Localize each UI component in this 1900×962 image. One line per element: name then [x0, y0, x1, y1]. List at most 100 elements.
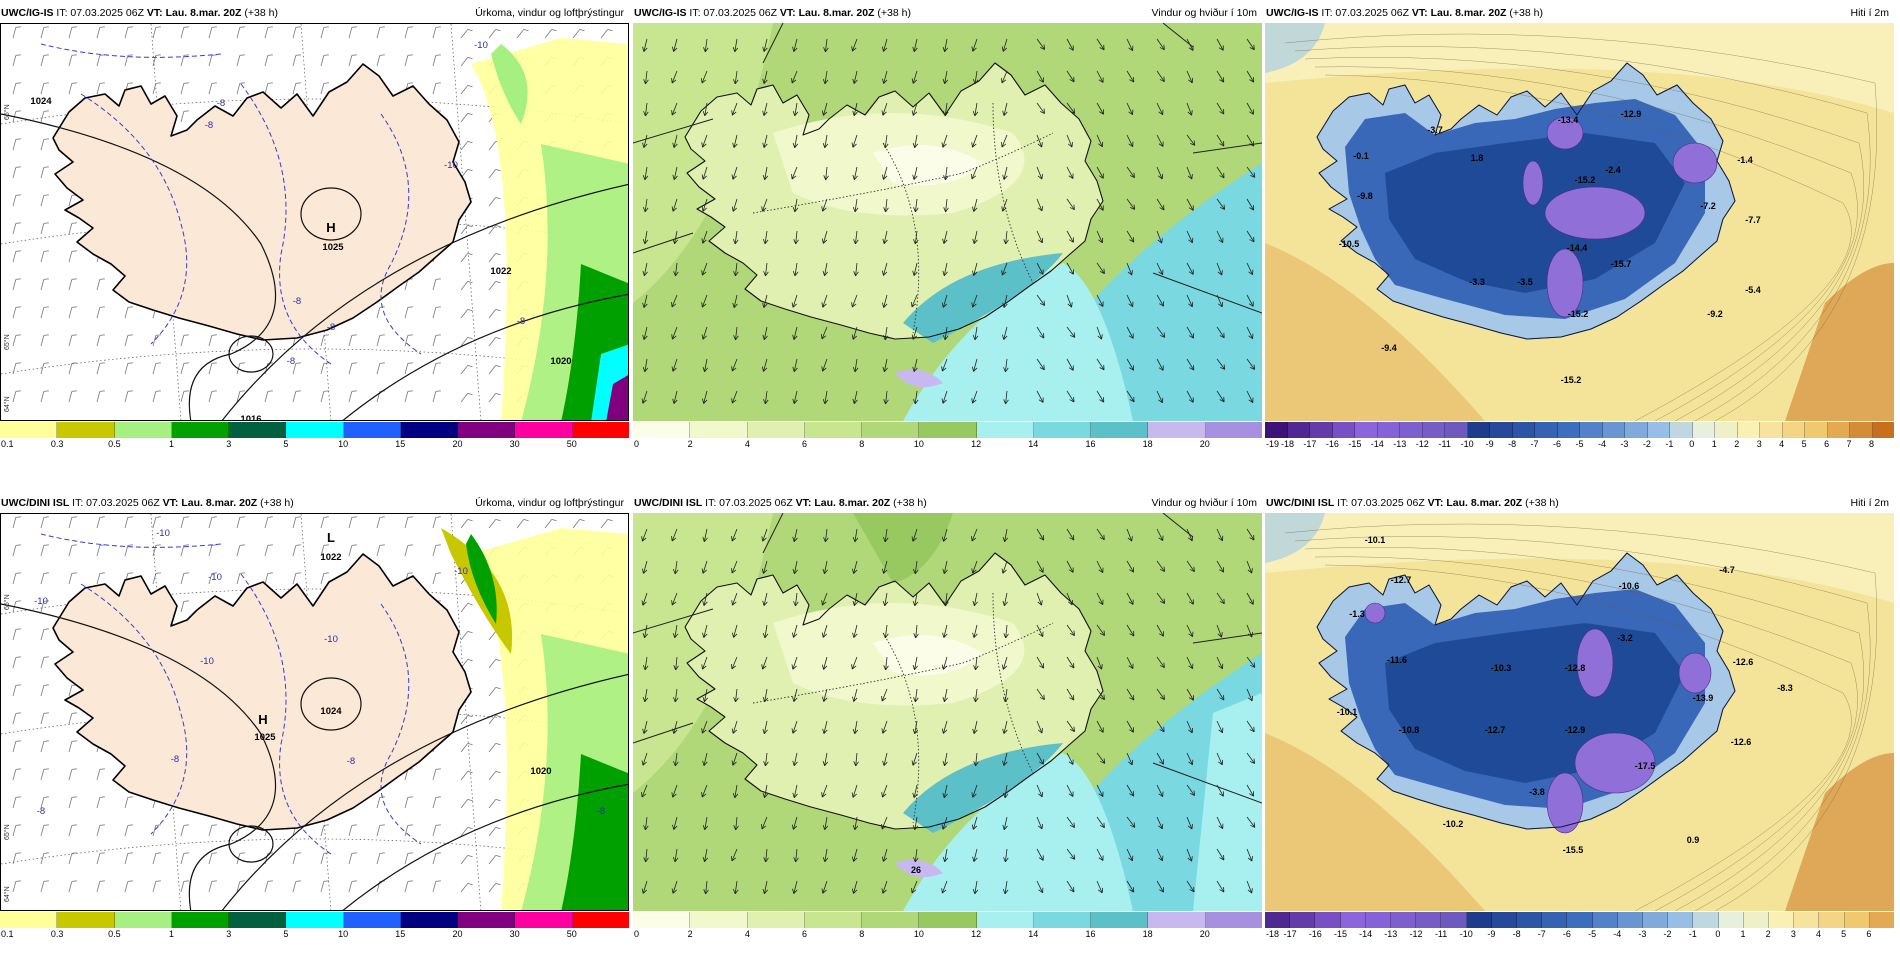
legend-tick: -12: [1416, 439, 1429, 449]
temperature-label: -12.6: [1733, 657, 1754, 667]
temperature-label: 0.9: [1687, 835, 1700, 845]
legend-swatch: [805, 422, 862, 438]
legend-swatch: [1850, 422, 1873, 438]
legend-tick: -1: [1689, 929, 1697, 939]
color-legend: [1265, 422, 1894, 438]
legend-tick: 0: [634, 929, 639, 939]
legend-tick: 20: [1200, 929, 1210, 939]
legend-swatch: [977, 422, 1034, 438]
legend-swatch: [172, 912, 229, 928]
legend-tick: 12: [971, 439, 981, 449]
map-temp: -3.7-0.1-9.8-10.5-3.3-3.5-9.4-13.4-12.9-…: [1265, 23, 1894, 421]
legend-tick: 7: [1847, 439, 1852, 449]
lead-time: (+38 h): [1509, 7, 1543, 19]
temperature-label: -4.7: [1719, 565, 1735, 575]
legend-swatch: [1760, 422, 1783, 438]
temperature-label: -12.7: [1391, 575, 1412, 585]
legend-tick: -9: [1486, 439, 1494, 449]
map-panel-precip-ig-is: UWC/IG-IS IT: 07.03.2025 06Z VT: Lau. 8.…: [0, 4, 629, 472]
map-wind: 26: [633, 513, 1262, 911]
legend-tick: 6: [802, 439, 807, 449]
legend-swatch: [1625, 422, 1648, 438]
panel-title: Vindur og hviður í 10m: [1152, 494, 1257, 512]
latitude-label: 66°N: [3, 594, 11, 610]
valid-time: VT: Lau. 8.mar. 20Z: [780, 7, 875, 19]
legend-tick: -15: [1334, 929, 1347, 939]
init-time: IT: 07.03.2025 06Z: [1337, 497, 1425, 509]
temp-field-coldest: [1365, 603, 1385, 623]
legend-tick: 10: [338, 439, 348, 449]
panel-header: UWC/IG-IS IT: 07.03.2025 06Z VT: Lau. 8.…: [1, 4, 628, 22]
lead-time: (+38 h): [893, 497, 927, 509]
legend-tick: 50: [567, 929, 577, 939]
legend-tick: 20: [1200, 439, 1210, 449]
legend-swatch: [1580, 422, 1603, 438]
legend-tick: 50: [567, 439, 577, 449]
isotherm-label: -8: [217, 98, 225, 109]
legend-tick: 20: [452, 929, 462, 939]
isobar-label: 1020: [550, 356, 571, 367]
legend-tick: -14: [1359, 929, 1372, 939]
legend-tick: 4: [745, 439, 750, 449]
temp-field-coldest: [1545, 187, 1645, 239]
temperature-label: -15.2: [1575, 175, 1596, 185]
isotherm-label: -10: [454, 566, 468, 577]
legend-swatch: [229, 912, 286, 928]
legend-swatch: [1091, 912, 1148, 928]
temperature-label: -10.3: [1491, 663, 1512, 673]
legend-swatch: [573, 912, 629, 928]
legend-tick: 10: [914, 439, 924, 449]
legend-tick: -7: [1531, 439, 1539, 449]
legend-swatch: [1643, 912, 1668, 928]
temperature-label: -15.5: [1563, 845, 1584, 855]
legend-swatch: [1034, 422, 1091, 438]
isotherm-label: -8: [293, 296, 301, 307]
legend-swatch: [286, 912, 343, 928]
legend-swatch: [1333, 422, 1356, 438]
panel-header: UWC/DINI ISL IT: 07.03.2025 06Z VT: Lau.…: [1, 494, 628, 512]
legend-swatch: [633, 422, 690, 438]
legend-swatch: [1366, 912, 1391, 928]
legend-tick: 2: [688, 439, 693, 449]
legend-swatch: [115, 912, 172, 928]
legend-tick: 0: [1715, 929, 1720, 939]
temperature-label: -5.4: [1745, 285, 1761, 295]
legend-tick: -2: [1643, 439, 1651, 449]
legend-swatch: [1603, 422, 1626, 438]
legend-tick: 3: [226, 929, 231, 939]
legend-tick: -5: [1575, 439, 1583, 449]
legend-swatch: [1769, 912, 1794, 928]
legend-swatch: [1719, 912, 1744, 928]
legend-tick: 15: [395, 439, 405, 449]
temperature-label: -3.3: [1469, 277, 1485, 287]
legend-swatch: [344, 422, 401, 438]
legend-tick: 6: [1824, 439, 1829, 449]
temperature-label: -12.9: [1565, 725, 1586, 735]
isotherm-label: -10: [474, 40, 488, 51]
isobar-label: 1020: [530, 766, 551, 777]
panel-title: Úrkoma, vindur og loftþrýstingur: [475, 494, 624, 512]
legend-swatch: [1400, 422, 1423, 438]
map-precip: -10-10-10-10-10-10-8-8-8-810241020L1022H…: [1, 514, 629, 911]
map-wind: [633, 23, 1262, 421]
legend-tick: -16: [1309, 929, 1322, 939]
legend-tick: 10: [914, 929, 924, 939]
temperature-label: -3.7: [1427, 125, 1443, 135]
legend-tick: 5: [1841, 929, 1846, 939]
temp-field-coldest: [1679, 653, 1711, 693]
legend-tick: 15: [395, 929, 405, 939]
legend-swatch: [172, 422, 229, 438]
legend-tick: -4: [1598, 439, 1606, 449]
temperature-label: -1.3: [1349, 609, 1365, 619]
legend-swatch: [919, 422, 976, 438]
latitude-label: 66°N: [3, 104, 11, 120]
legend-swatch: [1206, 422, 1262, 438]
legend-tick: 18: [1143, 929, 1153, 939]
color-legend: [0, 912, 629, 928]
legend-swatch: [1391, 912, 1416, 928]
temperature-label: -17.5: [1635, 761, 1656, 771]
model-name: UWC/IG-IS: [1266, 7, 1319, 19]
legend-tick: 18: [1143, 439, 1153, 449]
panel-title: Hiti í 2m: [1850, 494, 1889, 512]
legend-swatch: [229, 422, 286, 438]
